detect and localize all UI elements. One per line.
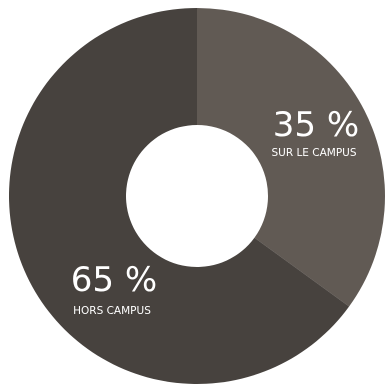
slice-1-name-label: HORS CAMPUS [73, 305, 151, 317]
slice-0-name-label: SUR LE CAMPUS [271, 147, 356, 159]
slice-0-percent-label: 35 % [273, 105, 359, 145]
donut-slice-1 [8, 8, 350, 384]
donut-slice-0 [197, 8, 385, 307]
donut-slices [8, 8, 385, 384]
slice-1-percent-label: 65 % [71, 260, 157, 300]
